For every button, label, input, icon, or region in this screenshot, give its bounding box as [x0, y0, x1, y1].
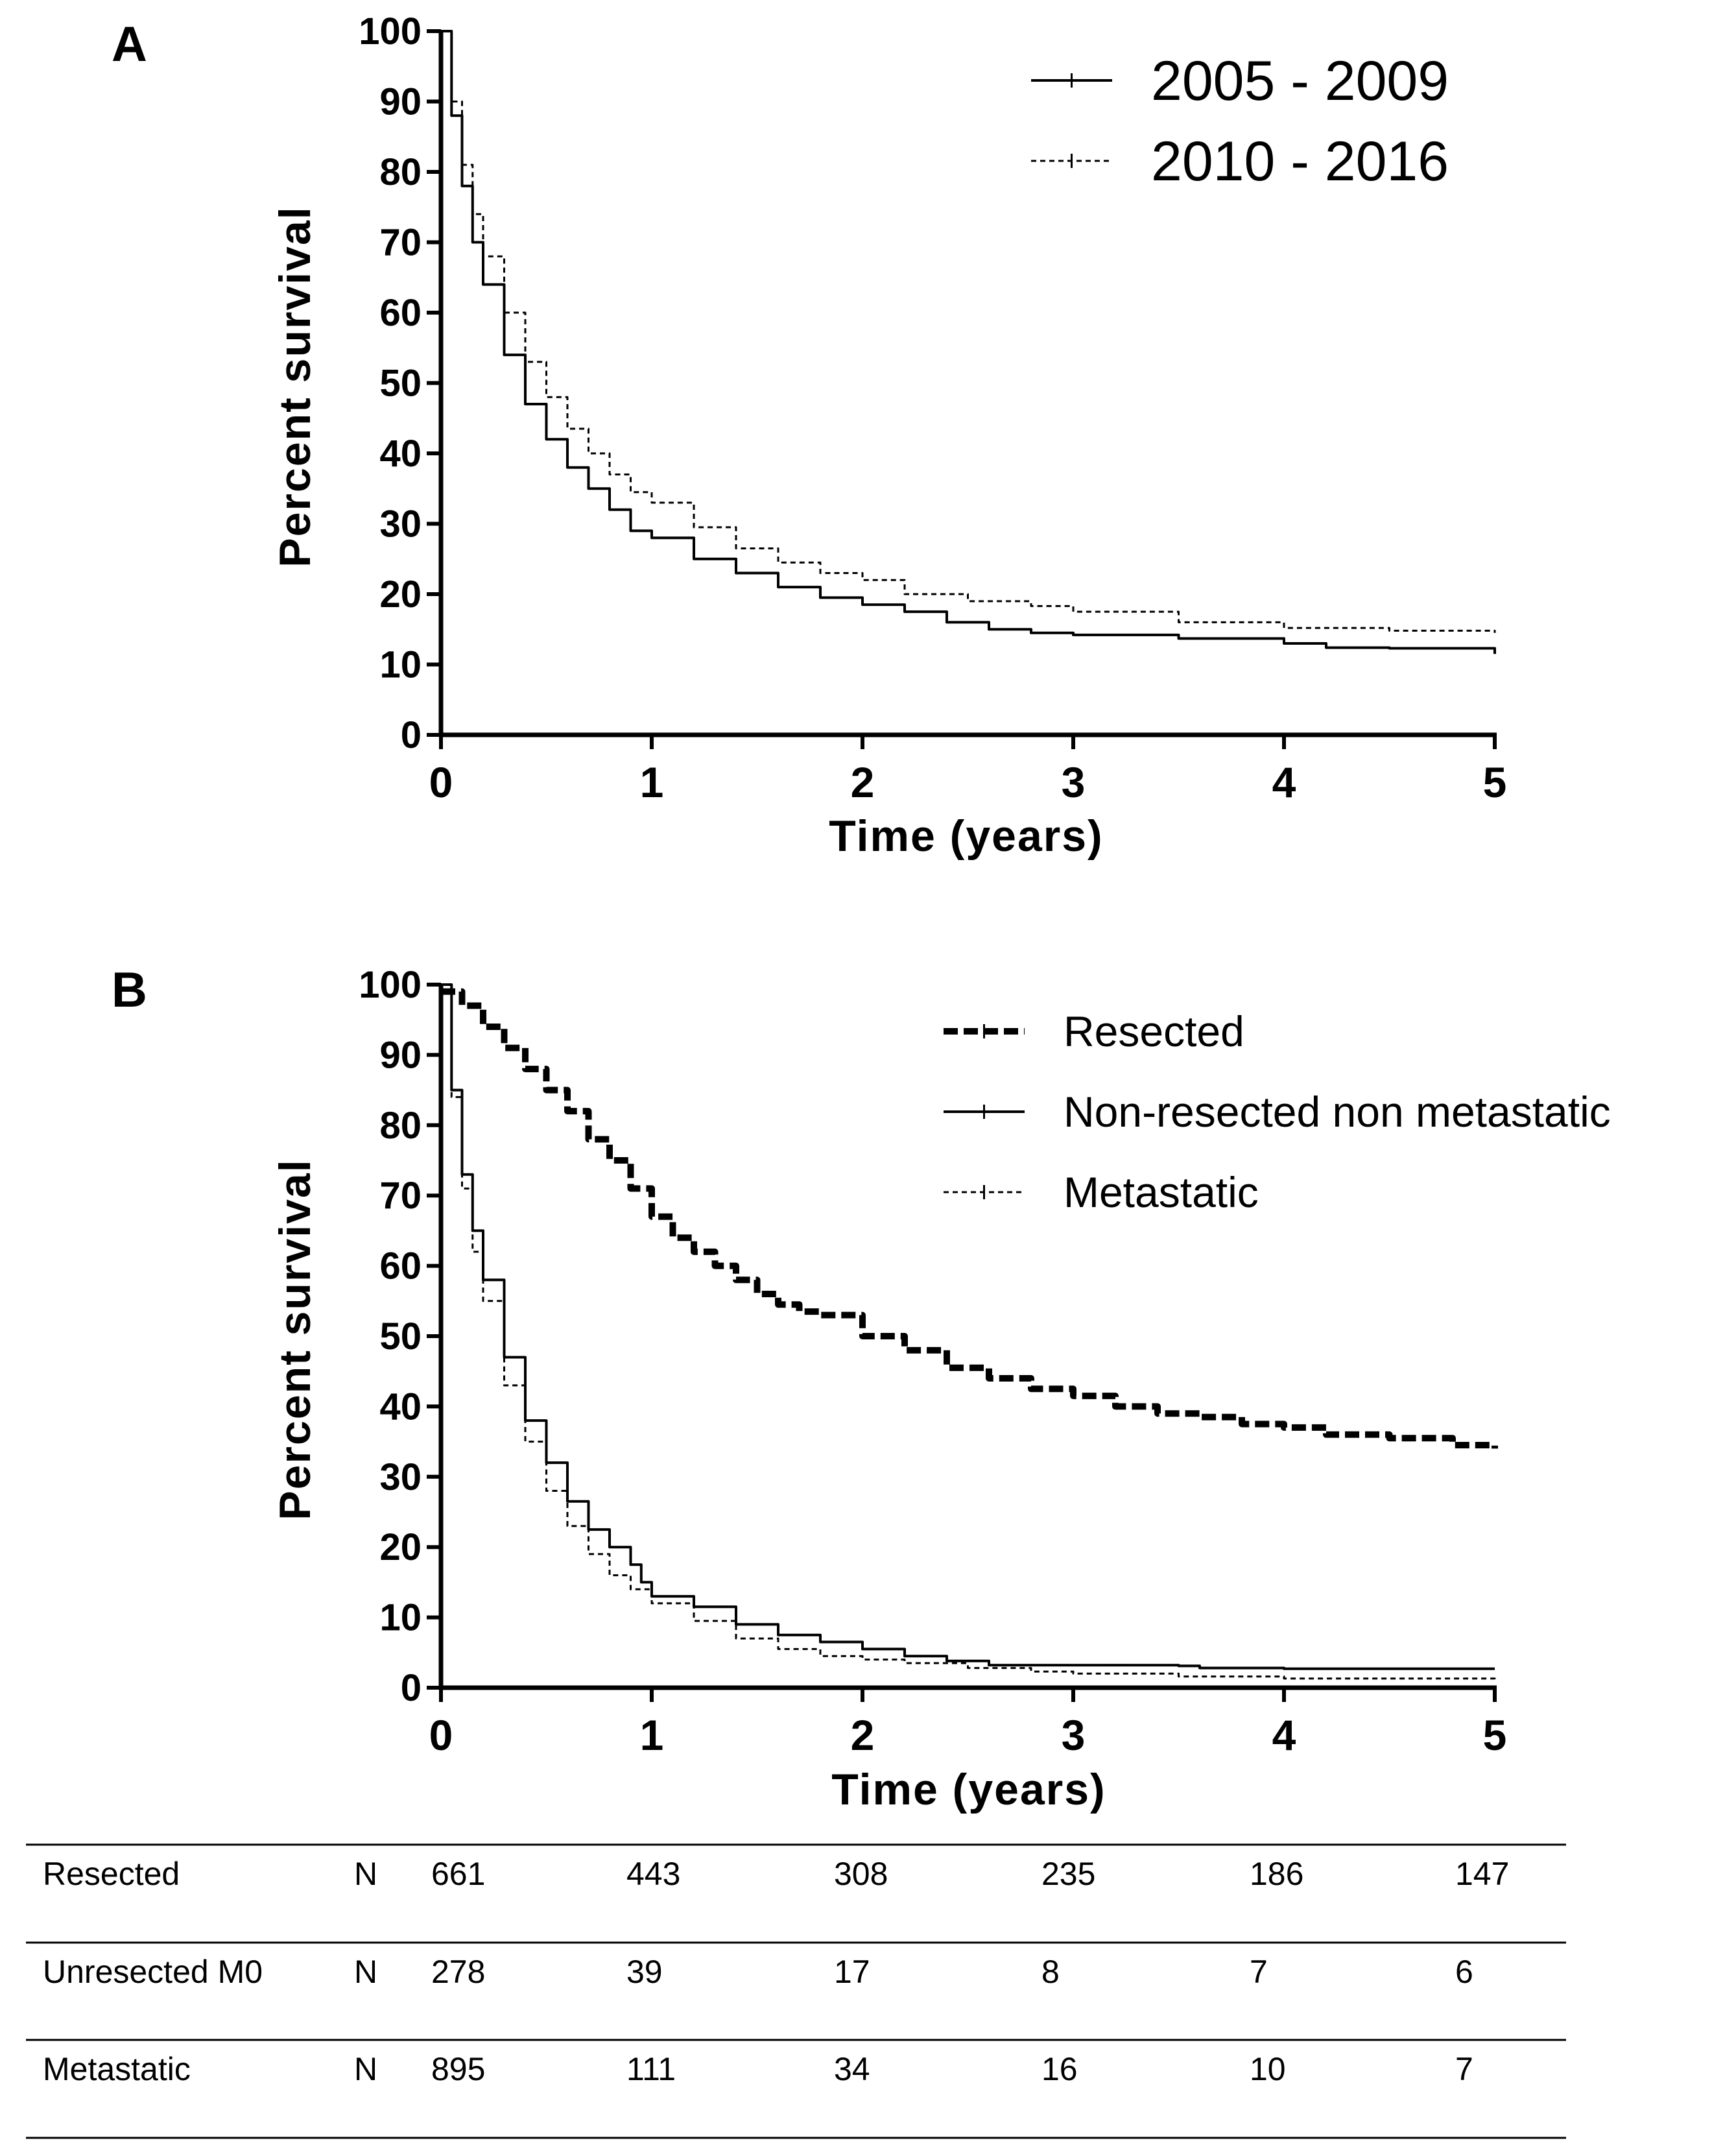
y-tick-label: 50 — [379, 1315, 422, 1358]
table-cell-value: 278 — [431, 1954, 485, 1990]
table-n-label: N — [354, 2051, 377, 2087]
y-tick-label: 100 — [359, 10, 422, 53]
table-cell-value: 34 — [834, 2051, 870, 2087]
x-tick-label: 2 — [851, 1711, 875, 1759]
table-cell-value: 6 — [1455, 1954, 1473, 1990]
y-tick-label: 10 — [379, 1597, 422, 1639]
table-cell-value: 308 — [834, 1856, 888, 1892]
y-tick-label: 0 — [401, 1667, 422, 1709]
y-tick-label: 70 — [379, 222, 422, 264]
table-n-label: N — [354, 1856, 377, 1892]
y-tick-label: 70 — [379, 1175, 422, 1217]
table-n-label: N — [354, 1954, 377, 1990]
series-line-2005-2009 — [441, 30, 1496, 654]
series-line-non-resected-non-metastatic — [441, 983, 1495, 1670]
panel-a-x-axis-title: Time (years) — [829, 811, 1103, 861]
y-tick-label: 40 — [379, 433, 422, 475]
y-tick-label: 80 — [379, 1105, 422, 1147]
series-line-metastatic — [441, 983, 1496, 1680]
panel-b-letter: B — [112, 963, 147, 1018]
panel-b-chart: B Percent survival Time (years) 01020304… — [112, 963, 1611, 1814]
y-tick-label: 10 — [379, 644, 422, 686]
x-tick-label: 4 — [1272, 1711, 1296, 1759]
table-cell-value: 8 — [1041, 1954, 1060, 1990]
x-tick-label: 2 — [851, 758, 875, 806]
panel-a-axes: 0 10 20 30 40 50 60 70 80 90 100 0 1 2 3 4 5 — [359, 10, 1506, 806]
legend-label: Non-resected non metastatic — [1064, 1088, 1611, 1136]
x-tick-label: 4 — [1272, 758, 1296, 806]
legend-label: Resected — [1064, 1007, 1244, 1055]
table-cell-value: 7 — [1455, 2051, 1473, 2087]
table-cell-value: 17 — [834, 1954, 870, 1990]
table-cell-value: 661 — [431, 1856, 485, 1892]
table-cell-value: 147 — [1455, 1856, 1509, 1892]
panel-a-chart: A Percent survival Time (years) 01020304… — [112, 10, 1506, 861]
table-row-label: Metastatic — [43, 2051, 191, 2087]
y-tick-label: 0 — [401, 714, 422, 756]
y-tick-label: 20 — [379, 1526, 422, 1568]
x-tick-label: 1 — [640, 758, 664, 806]
table-cell-value: 235 — [1041, 1856, 1095, 1892]
y-tick-label: 40 — [379, 1385, 422, 1428]
y-tick-label: 30 — [379, 1456, 422, 1498]
table-cell-value: 895 — [431, 2051, 485, 2087]
y-tick-label: 90 — [379, 81, 422, 123]
panel-b-y-axis-title: Percent survival — [270, 1158, 320, 1520]
legend-label: Metastatic — [1064, 1168, 1259, 1216]
table-cell-value: 111 — [626, 2051, 676, 2087]
y-tick-label: 60 — [379, 1245, 422, 1288]
table-cell-value: 443 — [626, 1856, 680, 1892]
panel-a-letter: A — [112, 17, 147, 72]
number-at-risk-table: Resected N 661 443 308 235 186 147 Unresected M0… — [26, 1843, 1566, 2139]
x-tick-label: 5 — [1483, 758, 1507, 806]
panel-b-axes: 0 10 20 30 40 50 60 70 80 90 100 0 1 2 3 4 5 — [359, 964, 1506, 1759]
y-tick-label: 20 — [379, 573, 422, 616]
table-row-label: Unresected M0 — [43, 1954, 263, 1990]
x-tick-label: 3 — [1062, 1711, 1086, 1759]
y-tick-label: 80 — [379, 151, 422, 193]
x-tick-label: 5 — [1483, 1711, 1507, 1759]
table-cell-value: 186 — [1250, 1856, 1303, 1892]
table-cell-value: 39 — [626, 1954, 663, 1990]
table-cell-value: 10 — [1250, 2051, 1286, 2087]
panel-b-legend: Resected Non-resected non metastatic Metas… — [944, 1007, 1611, 1216]
panel-b-x-axis-title: Time (years) — [831, 1765, 1106, 1814]
panel-b-series-group — [441, 983, 1498, 1680]
y-tick-label: 30 — [379, 503, 422, 545]
x-tick-label: 0 — [429, 758, 453, 806]
legend-label: 2010 - 2016 — [1151, 130, 1449, 193]
y-tick-label: 60 — [379, 292, 422, 334]
table-cell-value: 7 — [1250, 1954, 1268, 1990]
table-cell-value: 16 — [1041, 2051, 1078, 2087]
series-line-2010-2016 — [441, 30, 1496, 633]
y-tick-label: 100 — [359, 964, 422, 1006]
table-row-label: Resected — [43, 1856, 180, 1892]
legend-label: 2005 - 2009 — [1151, 50, 1449, 112]
panel-a-y-axis-title: Percent survival — [270, 206, 320, 567]
y-tick-label: 50 — [379, 363, 422, 405]
panel-a-series-group — [441, 30, 1496, 654]
x-tick-label: 0 — [429, 1711, 453, 1759]
x-tick-label: 1 — [640, 1711, 664, 1759]
y-tick-label: 90 — [379, 1034, 422, 1076]
series-line-resected — [441, 988, 1498, 1449]
panel-a-legend: 2005 - 2009 2010 - 2016 — [1031, 50, 1449, 193]
x-tick-label: 3 — [1062, 758, 1086, 806]
